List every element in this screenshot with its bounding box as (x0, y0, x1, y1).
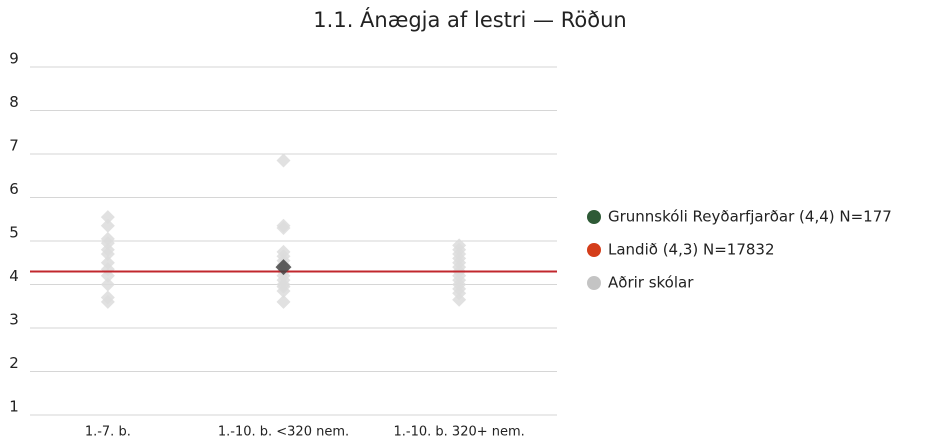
point (100, 218, 115, 233)
legend-swatch (587, 243, 601, 257)
y-tick-label: 8 (9, 93, 19, 111)
y-tick-label: 7 (9, 137, 19, 155)
point (275, 259, 292, 276)
point (100, 294, 115, 309)
x-tick-label: 1.-7. b. (85, 425, 131, 440)
y-tick-label: 3 (9, 311, 19, 329)
point (276, 153, 291, 168)
y-tick-label: 5 (9, 224, 19, 242)
y-tick-label: 4 (9, 267, 19, 285)
legend-label: Grunnskóli Reyðarfjarðar (4,4) N=177 (608, 208, 892, 226)
point (100, 210, 115, 225)
y-tick-label: 9 (9, 50, 19, 68)
point (100, 277, 115, 292)
legend-label: Landið (4,3) N=17832 (608, 241, 775, 259)
y-tick-label: 1 (9, 398, 19, 416)
legend-swatch (587, 210, 601, 224)
legend-label: Aðrir skólar (608, 274, 694, 292)
chart-title: 1.1. Ánægja af lestri — Röðun (313, 7, 626, 32)
point (452, 292, 467, 307)
point (100, 247, 115, 262)
y-tick-label: 6 (9, 180, 19, 198)
y-tick-label: 2 (9, 354, 19, 372)
x-tick-label: 1.-10. b. <320 nem. (218, 425, 349, 440)
legend-swatch (587, 276, 601, 290)
point (276, 294, 291, 309)
point (276, 220, 291, 235)
x-tick-label: 1.-10. b. 320+ nem. (394, 425, 525, 440)
point (276, 284, 291, 299)
